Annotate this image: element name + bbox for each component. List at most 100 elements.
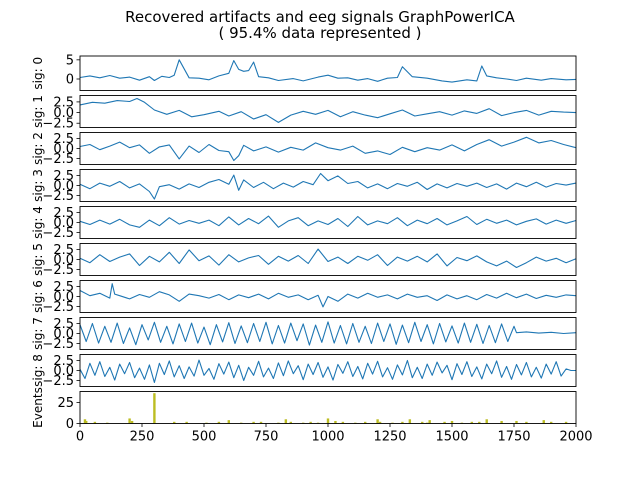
y-tick-label: −2.5 <box>42 263 74 278</box>
event-bar <box>408 419 412 424</box>
panel-frame-2 <box>79 132 577 165</box>
event-bar <box>443 421 446 424</box>
y-tick-label: 2.5 <box>53 169 74 184</box>
panel-ylabel-0: sig: 0 <box>31 57 45 90</box>
event-bar <box>252 421 255 424</box>
y-tick-label: 0.0 <box>53 253 74 268</box>
panel-ylabel-2: sig: 2 <box>31 132 45 165</box>
y-tick-label: 2.5 <box>53 317 74 332</box>
event-bar <box>470 421 474 424</box>
event-bar <box>485 419 488 424</box>
signal-line-8 <box>79 359 576 384</box>
event-bar <box>309 421 312 424</box>
event-bar <box>376 419 379 424</box>
y-tick-label: −2.5 <box>42 189 74 204</box>
event-bar <box>227 420 230 424</box>
panel-ylabel-1: sig: 1 <box>31 95 45 128</box>
x-tick-label: 1500 <box>435 430 468 445</box>
event-bar <box>93 421 97 424</box>
event-bar <box>128 418 131 424</box>
event-bar <box>515 420 518 424</box>
y-tick-label: −2.5 <box>42 226 74 241</box>
signal-line-2 <box>79 136 577 162</box>
y-tick-label: 0.0 <box>53 327 74 342</box>
event-bar <box>401 421 404 424</box>
event-bar <box>130 420 134 424</box>
x-tick-label: 2000 <box>559 430 592 445</box>
signal-line-6 <box>79 283 577 308</box>
y-tick-label: 0.0 <box>53 142 74 157</box>
panel-ylabel-4: sig: 4 <box>31 206 45 239</box>
signal-line-4 <box>79 215 577 228</box>
y-tick-label: 2.5 <box>53 206 74 221</box>
y-tick-label: 0.0 <box>53 216 74 231</box>
event-bar <box>564 421 568 424</box>
x-tick-label: 250 <box>130 430 155 445</box>
panel-frame-1 <box>79 95 577 128</box>
y-tick-label: 5 <box>66 53 74 68</box>
y-tick-label: −2.5 <box>42 337 74 352</box>
event-bar <box>326 418 330 424</box>
event-bar <box>478 421 481 424</box>
event-bar <box>334 420 337 424</box>
signal-line-3 <box>79 172 577 200</box>
x-tick-label: 0 <box>76 430 84 445</box>
signal-line-5 <box>79 248 577 269</box>
event-bar <box>421 421 424 424</box>
y-tick-label: 2.5 <box>53 243 74 258</box>
event-bar <box>378 421 382 424</box>
panel-ylabel-9: Events <box>31 387 45 428</box>
y-tick-label: 0 <box>66 73 74 88</box>
event-bar <box>83 419 87 424</box>
event-bar <box>85 420 88 424</box>
event-bar <box>217 421 221 424</box>
figure-title: Recovered artifacts and eeg signals Grap… <box>125 8 515 26</box>
event-bar <box>450 420 454 424</box>
panel-frame-3 <box>79 169 577 202</box>
y-tick-label: 2.5 <box>53 354 74 369</box>
panel-ylabel-6: sig: 6 <box>31 280 45 313</box>
y-tick-label: 25 <box>57 396 74 411</box>
signal-line-0 <box>79 59 577 83</box>
y-tick-label: 2.5 <box>53 132 74 147</box>
y-tick-label: −2.5 <box>42 374 74 389</box>
panel-ylabel-5: sig: 5 <box>31 243 45 276</box>
event-bar <box>364 421 367 424</box>
y-tick-label: −2.5 <box>42 117 74 132</box>
x-tick-label: 750 <box>254 430 279 445</box>
signal-line-7 <box>79 321 577 346</box>
y-tick-label: 0.0 <box>53 290 74 305</box>
event-bar <box>500 420 503 424</box>
signal-line-1 <box>79 97 577 123</box>
y-tick-label: 0 <box>66 417 74 432</box>
event-bar <box>428 420 431 424</box>
event-bar <box>289 421 292 424</box>
event-bar <box>185 421 188 424</box>
event-bar <box>259 421 263 424</box>
figure-subtitle: ( 95.4% data represented ) <box>218 24 422 42</box>
y-tick-label: −2.5 <box>42 300 74 315</box>
panel-ylabel-7: sig: 7 <box>31 317 45 350</box>
x-tick-label: 1750 <box>497 430 530 445</box>
y-tick-label: 2.5 <box>53 95 74 110</box>
event-bar <box>542 420 545 424</box>
event-bar <box>341 421 345 424</box>
event-bar <box>173 421 176 424</box>
event-bar <box>525 421 528 424</box>
panel-ylabel-8: sig: 8 <box>31 354 45 387</box>
y-tick-label: 0.0 <box>53 106 74 121</box>
y-tick-label: 0.0 <box>53 179 74 194</box>
panel-frame-0 <box>79 55 577 91</box>
x-tick-label: 1000 <box>311 430 344 445</box>
event-bar <box>284 419 288 424</box>
y-tick-label: 2.5 <box>53 280 74 295</box>
event-bar <box>550 421 553 424</box>
x-tick-label: 500 <box>192 430 217 445</box>
event-bar <box>153 393 156 424</box>
x-tick-label: 1250 <box>373 430 406 445</box>
panel-ylabel-3: sig: 3 <box>31 169 45 202</box>
y-tick-label: 0.0 <box>53 364 74 379</box>
y-tick-label: −2.5 <box>42 152 74 167</box>
